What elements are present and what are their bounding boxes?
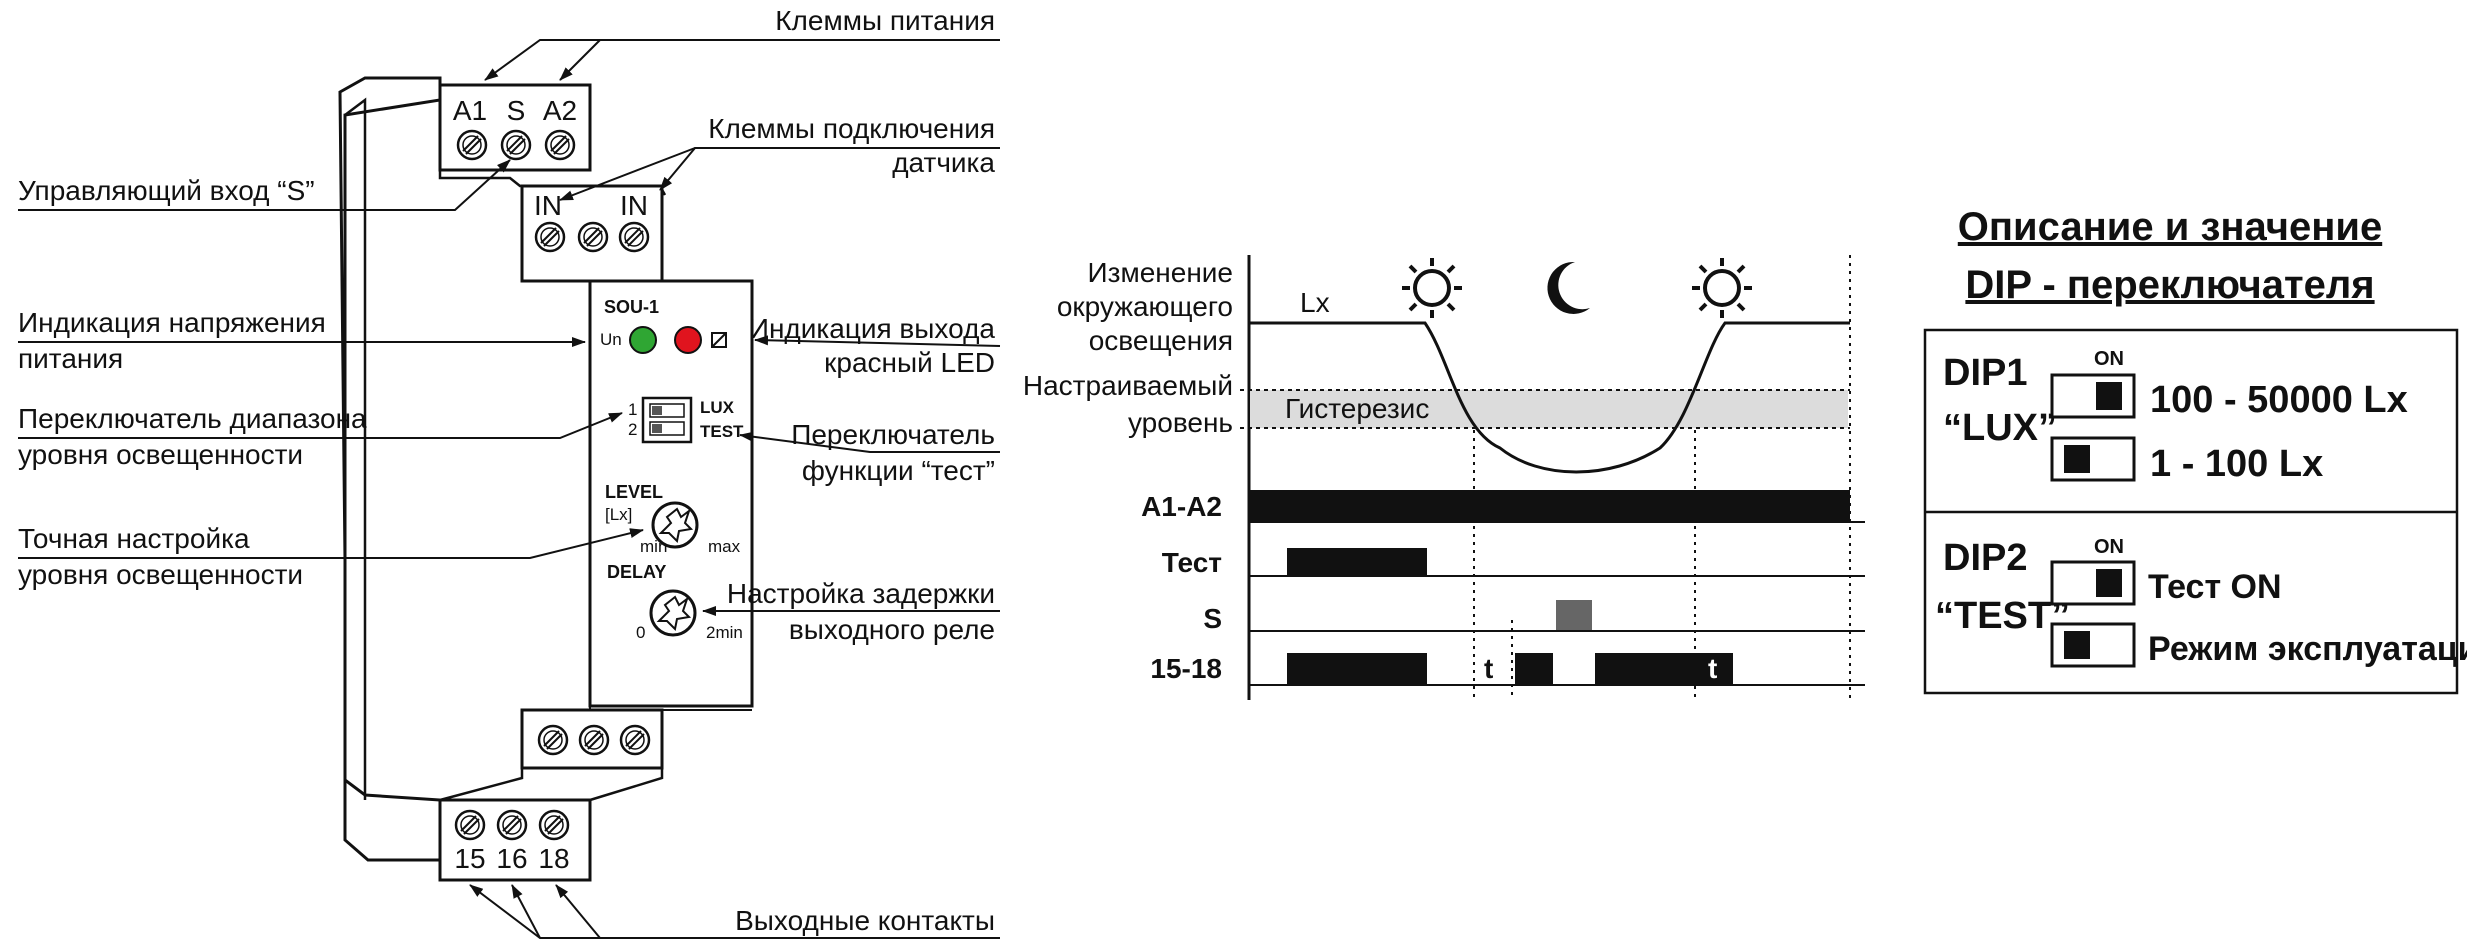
- delay-max: 2min: [706, 623, 743, 642]
- terminal-16-label: 16: [496, 843, 527, 874]
- screw-lower-3[interactable]: [619, 724, 651, 756]
- row-s: S: [1203, 603, 1222, 634]
- front-panel: [588, 279, 754, 708]
- hysteresis-band: [1250, 390, 1848, 428]
- callout-fine-2: уровня освещенности: [18, 559, 303, 590]
- level-max: max: [708, 537, 741, 556]
- dip1-func: “LUX”: [1943, 407, 2057, 449]
- timing-set-2: уровень: [1128, 407, 1233, 438]
- screw-15[interactable]: [454, 809, 486, 841]
- timing-diagram: Изменение окружающего освещения Настраив…: [1023, 255, 1865, 700]
- callout-test-2: функции “тест”: [802, 455, 995, 486]
- timing-light-3: освещения: [1089, 325, 1233, 356]
- output-led: [674, 326, 702, 354]
- level-label: LEVEL: [605, 482, 663, 502]
- callout-delay-2: выходного реле: [789, 614, 995, 645]
- dip1-opt-off: 1 - 100 Lx: [2150, 443, 2323, 485]
- terminal-in-1-label: IN: [534, 190, 562, 221]
- terminal-a2-label: A2: [543, 95, 577, 126]
- delay-t-1: t: [1484, 653, 1493, 684]
- delay-t-2: t: [1708, 653, 1717, 684]
- dip-title-1: Описание и значение: [1958, 205, 2382, 249]
- callout-voltage-2: питания: [18, 343, 123, 374]
- relay-icon: [711, 332, 727, 348]
- light-curve: [1250, 321, 1850, 474]
- screw-lower-1[interactable]: [537, 724, 569, 756]
- callout-delay-1: Настройка задержки: [727, 578, 995, 609]
- dip2-opt-on: Тест ON: [2148, 568, 2282, 606]
- row-a1a2: A1-A2: [1141, 491, 1222, 522]
- lx-label: Lx: [1300, 287, 1330, 318]
- callout-output-1: Индикация выхода: [749, 313, 996, 344]
- signal-out-1: [1287, 653, 1427, 685]
- callout-range-2: уровня освещенности: [18, 439, 303, 470]
- row-15-18: 15-18: [1150, 653, 1222, 684]
- callout-control-input: Управляющий вход “S”: [18, 175, 315, 206]
- dip2-opt-off: Режим эксплуатации: [2148, 630, 2467, 668]
- screw-s[interactable]: [500, 129, 532, 161]
- callout-power-terminals: Клеммы питания: [775, 5, 995, 36]
- callouts: Клеммы питания Клеммы подключения датчик…: [18, 5, 1001, 939]
- dip1-opt-on: 100 - 50000 Lx: [2150, 379, 2408, 421]
- screw-18[interactable]: [538, 809, 570, 841]
- screw-in-mid[interactable]: [577, 221, 609, 253]
- dip-title-2: DIP - переключателя: [1965, 263, 2374, 307]
- relay-device: A1 S A2 IN IN SOU-1 Un 1 2 LUX TEST: [338, 76, 754, 882]
- callout-test-1: Переключатель: [791, 419, 995, 450]
- led-un-label: Un: [600, 330, 622, 349]
- terminal-15-label: 15: [454, 843, 485, 874]
- dip2-on-label: ON: [2094, 536, 2124, 558]
- dip2-func: “TEST”: [1935, 595, 2070, 637]
- terminal-18-label: 18: [538, 843, 569, 874]
- level-min: min: [640, 537, 667, 556]
- callout-output-contacts: Выходные контакты: [735, 905, 995, 936]
- signal-s: [1556, 600, 1592, 630]
- moon-icon: [1547, 261, 1590, 314]
- model-label: SOU-1: [604, 297, 659, 317]
- power-led: [629, 326, 657, 354]
- callout-range-1: Переключатель диапазона: [18, 403, 367, 434]
- screw-16[interactable]: [496, 809, 528, 841]
- callout-fine-1: Точная настройка: [18, 523, 250, 554]
- delay-knob[interactable]: [649, 589, 697, 637]
- row-test: Тест: [1162, 547, 1222, 578]
- hysteresis-label: Гистерезис: [1285, 393, 1429, 424]
- screw-lower-2[interactable]: [578, 724, 610, 756]
- dip1-on-label: ON: [2094, 348, 2124, 370]
- delay-label: DELAY: [607, 562, 666, 582]
- dip-lux-label: LUX: [700, 398, 735, 417]
- timing-set-1: Настраиваемый: [1023, 370, 1233, 401]
- dip-num-2: 2: [628, 420, 637, 439]
- signal-out-2: [1515, 653, 1553, 685]
- dip-test-label: TEST: [700, 422, 744, 441]
- dip2-name: DIP2: [1943, 537, 2027, 579]
- terminal-s-label: S: [507, 95, 526, 126]
- timing-light-2: окружающего: [1057, 291, 1233, 322]
- screw-in-1[interactable]: [534, 221, 566, 253]
- sun-icon: [1402, 258, 1462, 318]
- dip-table: Описание и значение DIP - переключателя …: [1923, 205, 2467, 695]
- delay-min: 0: [636, 623, 645, 642]
- callout-voltage-1: Индикация напряжения: [18, 307, 326, 338]
- screw-in-2[interactable]: [618, 221, 650, 253]
- callout-sensor-1: Клеммы подключения: [708, 113, 995, 144]
- dip1-name: DIP1: [1943, 352, 2027, 394]
- screw-a2[interactable]: [544, 129, 576, 161]
- sun-icon: [1692, 258, 1752, 318]
- terminal-in-2-label: IN: [620, 190, 648, 221]
- callout-sensor-2: датчика: [892, 147, 995, 178]
- signal-test: [1287, 548, 1427, 576]
- timing-light-1: Изменение: [1088, 257, 1234, 288]
- housing-left-profile: [338, 76, 442, 862]
- signal-out-3: [1595, 653, 1733, 685]
- terminal-a1-label: A1: [453, 95, 487, 126]
- callout-output-2: красный LED: [824, 347, 995, 378]
- level-unit: [Lx]: [605, 505, 632, 524]
- dip-num-1: 1: [628, 400, 637, 419]
- screw-a1[interactable]: [456, 129, 488, 161]
- signal-a1a2: [1250, 490, 1850, 522]
